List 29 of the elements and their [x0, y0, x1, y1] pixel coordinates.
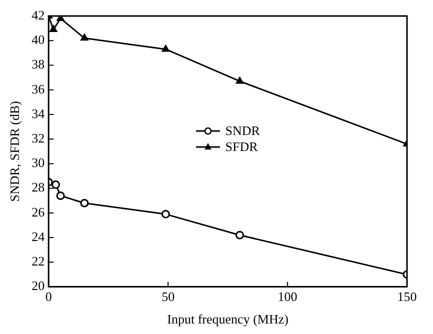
point [52, 180, 60, 189]
y-tick-label: 28 [32, 180, 45, 195]
point [80, 198, 89, 208]
y-axis-title: SNDR, SFDR (dB) [7, 101, 22, 202]
x-tick-label: 50 [162, 289, 175, 304]
point [235, 230, 244, 240]
y-tick-label: 36 [32, 81, 46, 96]
point [162, 44, 170, 52]
legend-label: SNDR [225, 123, 260, 140]
y-tick-label: 40 [32, 32, 45, 48]
y-tick-label: 34 [32, 106, 46, 121]
y-tick-label: 42 [32, 7, 45, 22]
point [236, 76, 244, 84]
x-tick-label: 0 [45, 289, 52, 304]
point [80, 34, 88, 41]
point [50, 25, 58, 32]
x-axis-title: Input frequency (MHz) [167, 312, 288, 327]
y-tick-label: 38 [32, 56, 45, 72]
legend-label: SFDR [225, 139, 258, 156]
y-tick-label: 20 [32, 278, 45, 294]
point [56, 191, 65, 200]
y-tick-label: 22 [32, 254, 45, 269]
y-tick-label: 24 [32, 228, 46, 244]
point [161, 210, 170, 218]
x-tick-label: 150 [397, 289, 417, 304]
y-tick-label: 30 [32, 155, 45, 170]
y-tick-label: 26 [32, 204, 46, 220]
y-tick-label: 32 [32, 130, 45, 146]
x-tick-label: 100 [278, 289, 298, 304]
